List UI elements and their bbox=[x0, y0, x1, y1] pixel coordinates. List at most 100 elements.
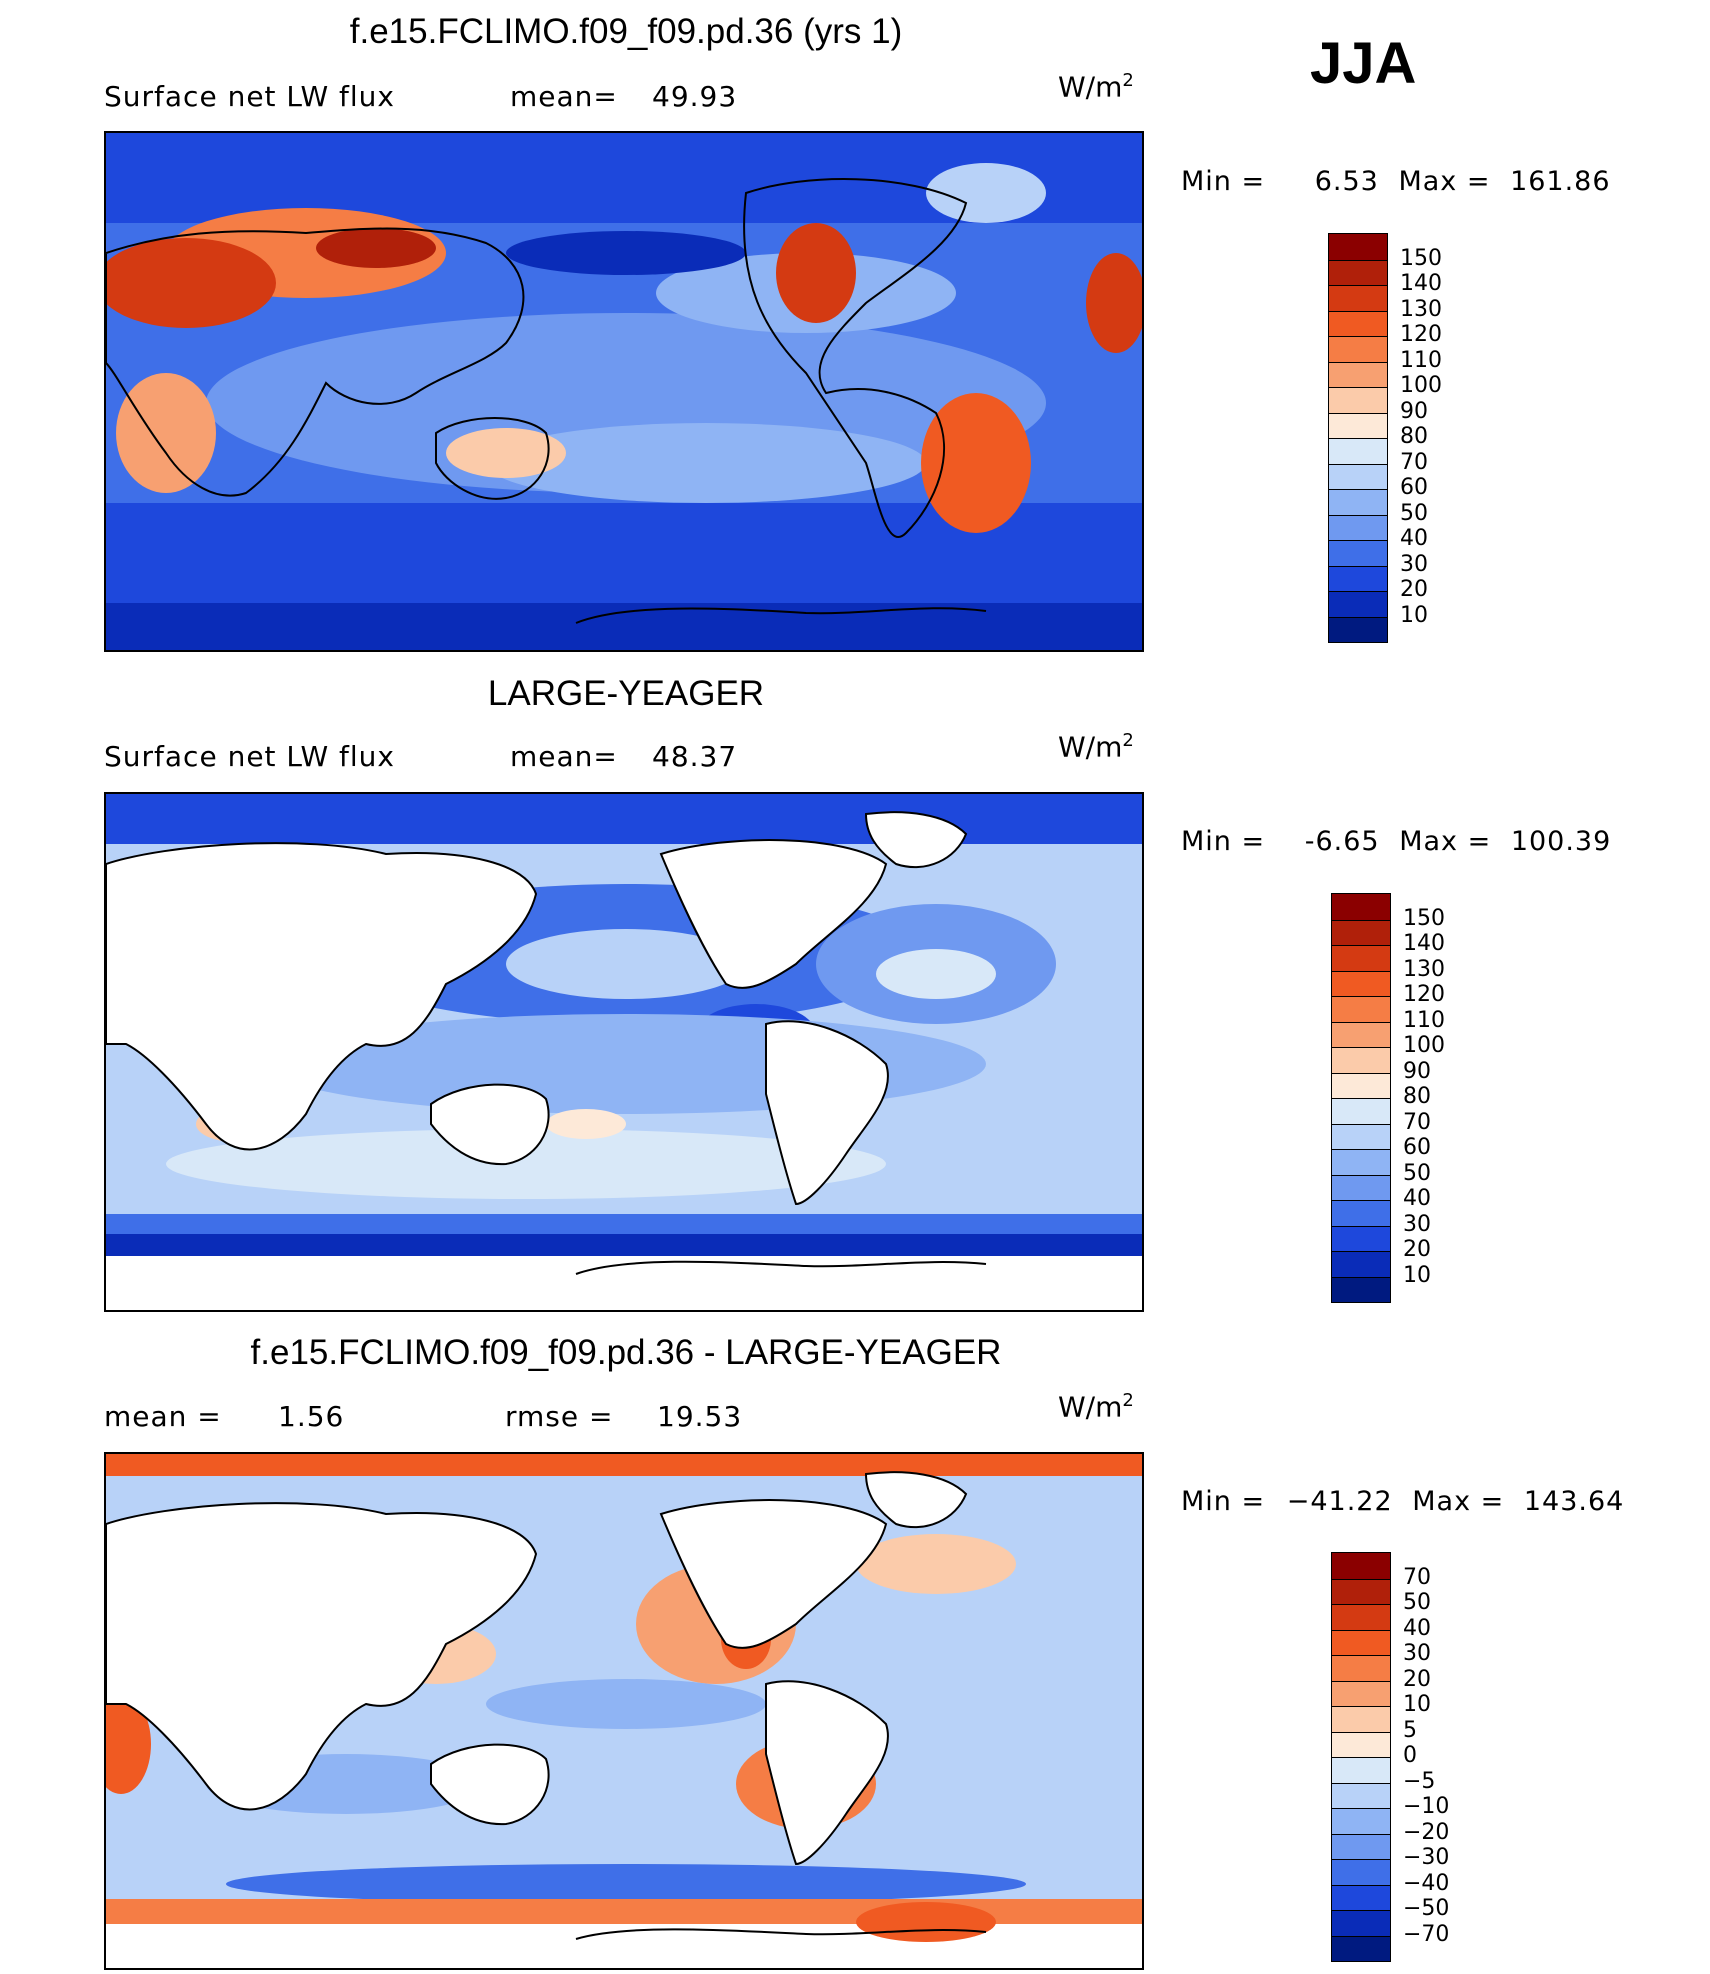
colorbar-tick-label: 40 bbox=[1403, 1615, 1431, 1641]
colorbar-segment bbox=[1332, 945, 1390, 971]
colorbar-segment bbox=[1329, 438, 1387, 464]
panel2-map-svg bbox=[106, 794, 1142, 1310]
north-warm-band bbox=[106, 1454, 1142, 1476]
southern-cool bbox=[226, 1864, 1026, 1904]
colorbar-segment bbox=[1332, 1629, 1390, 1655]
panel2-variable-label: Surface net LW flux bbox=[104, 740, 395, 773]
colorbar-tick-label: 130 bbox=[1400, 296, 1442, 322]
colorbar-segment bbox=[1332, 970, 1390, 996]
edge-hot bbox=[1086, 253, 1142, 353]
panel1-units: W/m2 bbox=[1058, 70, 1134, 103]
colorbar-tick-label: 10 bbox=[1400, 602, 1428, 628]
subtropic-patch bbox=[486, 423, 926, 503]
africa-hot bbox=[106, 238, 276, 328]
colorbar-segment bbox=[1332, 1935, 1390, 1961]
panel3-mean-label: mean = bbox=[104, 1400, 222, 1433]
colorbar-tick-label: −5 bbox=[1403, 1768, 1436, 1794]
units-exponent: 2 bbox=[1122, 730, 1134, 751]
panel3-map bbox=[104, 1452, 1144, 1970]
season-label: JJA bbox=[1310, 31, 1417, 96]
panel2-min-value: -6.65 bbox=[1304, 826, 1380, 857]
colorbar-segment bbox=[1332, 1782, 1390, 1808]
west-africa-warm bbox=[106, 1694, 151, 1794]
colorbar-tick-label: 60 bbox=[1403, 1135, 1431, 1160]
colorbar-tick-label: −70 bbox=[1403, 1921, 1450, 1947]
colorbar-segment bbox=[1329, 616, 1387, 642]
colorbar-segment bbox=[1332, 1833, 1390, 1859]
panel3-title: f.e15.FCLIMO.f09_f09.pd.36 - LARGE-YEAGE… bbox=[250, 1333, 1002, 1372]
colorbar-tick-label: 20 bbox=[1403, 1237, 1431, 1262]
panel1-mean-label: mean= bbox=[510, 80, 618, 113]
colorbar-tick-label: −10 bbox=[1403, 1794, 1450, 1819]
npac-dark bbox=[506, 231, 746, 275]
australia-warm bbox=[446, 428, 566, 478]
antarctica-coast bbox=[575, 1260, 987, 1275]
colorbar-segment bbox=[1332, 1884, 1390, 1910]
panel1-min-label: Min = bbox=[1181, 166, 1266, 197]
colorbar-tick-label: 110 bbox=[1403, 1007, 1445, 1033]
south-america bbox=[765, 1680, 889, 1866]
safrica-warm bbox=[116, 373, 216, 493]
panel2-title: LARGE-YEAGER bbox=[487, 674, 765, 713]
colorbar-segment bbox=[1329, 310, 1387, 336]
eurasia-africa-coast bbox=[106, 227, 525, 497]
colorbar-segment bbox=[1332, 1225, 1390, 1251]
colorbar-segment bbox=[1332, 1757, 1390, 1783]
colorbar-segment bbox=[1332, 1680, 1390, 1706]
panel1-mean-value: 49.93 bbox=[652, 80, 738, 113]
subtropic-light bbox=[166, 1129, 886, 1199]
colorbar-tick-label: 30 bbox=[1403, 1641, 1431, 1666]
units-text: W/m bbox=[1058, 70, 1123, 104]
panel3-map-svg bbox=[106, 1454, 1142, 1968]
colorbar-segment bbox=[1332, 1251, 1390, 1277]
colorbar-tick-label: 40 bbox=[1400, 526, 1428, 551]
panel1-map-svg bbox=[106, 133, 1142, 650]
colorbar-segment bbox=[1332, 1859, 1390, 1885]
colorbar-segment bbox=[1332, 1098, 1390, 1124]
panel3-min-value: −41.22 bbox=[1286, 1486, 1393, 1517]
units-text: W/m bbox=[1058, 1390, 1123, 1424]
colorbar-tick-label: 40 bbox=[1403, 1186, 1431, 1211]
colorbar-segment bbox=[1329, 463, 1387, 489]
colorbar-segment bbox=[1332, 1553, 1390, 1579]
colorbar-tick-label: 30 bbox=[1400, 551, 1428, 577]
colorbar-tick-label: 70 bbox=[1400, 449, 1428, 475]
north-america bbox=[659, 839, 888, 989]
colorbar-segment bbox=[1329, 285, 1387, 311]
north-band bbox=[106, 794, 1142, 844]
colorbar-tick-label: 150 bbox=[1403, 905, 1445, 931]
panel2-mean-value: 48.37 bbox=[652, 740, 738, 773]
south-america bbox=[765, 1020, 889, 1206]
panel1-max-label: Max = bbox=[1398, 166, 1491, 197]
panel2-min-label: Min = bbox=[1181, 826, 1266, 857]
colorbar-tick-label: 20 bbox=[1400, 577, 1428, 602]
north-america bbox=[659, 1499, 888, 1649]
panel1-title: f.e15.FCLIMO.f09_f09.pd.36 (yrs 1) bbox=[349, 12, 903, 51]
natl-warm bbox=[856, 1534, 1016, 1594]
colorbar-tick-label: 80 bbox=[1403, 1084, 1431, 1109]
colorbar-tick-label: 70 bbox=[1403, 1109, 1431, 1135]
panel3-colorbar bbox=[1331, 1552, 1391, 1962]
panel2-mean-label: mean= bbox=[510, 740, 618, 773]
colorbar-tick-label: 150 bbox=[1400, 245, 1442, 271]
colorbar-segment bbox=[1332, 1578, 1390, 1604]
colorbar-segment bbox=[1329, 412, 1387, 438]
panel2-map bbox=[104, 792, 1144, 1312]
panel3-rmse-label: rmse = bbox=[505, 1400, 614, 1433]
colorbar-tick-label: 10 bbox=[1403, 1692, 1431, 1717]
panel3-mean-value: 1.56 bbox=[278, 1400, 345, 1433]
panel1-map bbox=[104, 131, 1144, 652]
colorbar-tick-label: −20 bbox=[1403, 1819, 1450, 1845]
colorbar-segment bbox=[1329, 387, 1387, 413]
colorbar-tick-label: 130 bbox=[1403, 956, 1445, 982]
panel1-variable-label: Surface net LW flux bbox=[104, 80, 395, 113]
panel3-rmse-value: 19.53 bbox=[657, 1400, 743, 1433]
colorbar-tick-label: 80 bbox=[1400, 424, 1428, 449]
colorbar-segment bbox=[1332, 1706, 1390, 1732]
colorbar-tick-label: 70 bbox=[1403, 1564, 1431, 1590]
colorbar-segment bbox=[1329, 540, 1387, 566]
colorbar-tick-label: 10 bbox=[1403, 1262, 1431, 1288]
panel2-max-value: 100.39 bbox=[1510, 826, 1612, 857]
units-exponent: 2 bbox=[1122, 70, 1134, 91]
colorbar-tick-label: 140 bbox=[1400, 271, 1442, 296]
